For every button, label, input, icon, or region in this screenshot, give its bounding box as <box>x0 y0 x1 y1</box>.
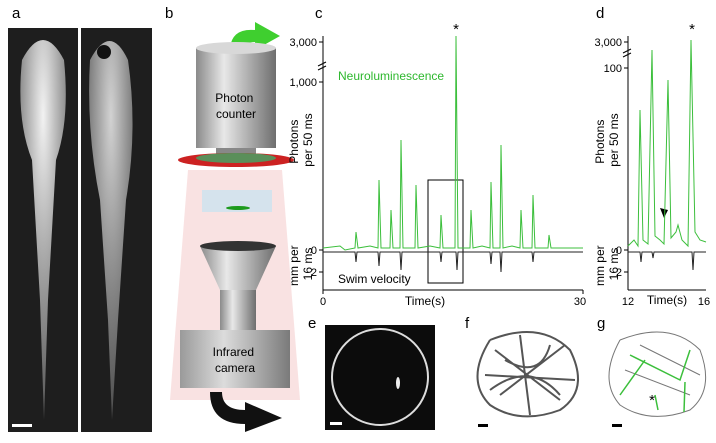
photon-counter <box>196 48 276 148</box>
label-line: mm per <box>287 245 301 286</box>
fish-dorsal <box>20 40 66 420</box>
asterisk: * <box>453 21 459 38</box>
funnel-top <box>200 241 276 251</box>
x-tick-label: 16 <box>698 296 710 308</box>
label-line: 16 ms <box>301 248 315 281</box>
y-tick-label: 0 <box>616 245 622 257</box>
luminescent-paths <box>619 349 691 413</box>
scale-bar <box>478 424 488 427</box>
fish-lateral <box>89 41 133 420</box>
label-line: counter <box>216 107 256 121</box>
panel-label: f <box>465 315 470 332</box>
label-line: Photons <box>287 120 301 164</box>
arrowhead <box>660 208 668 218</box>
water-chamber <box>202 190 272 212</box>
zoom-box <box>427 179 464 284</box>
y-axis-label: mm per 16 ms <box>287 242 315 286</box>
well-edge <box>331 328 429 426</box>
photon-counter-top <box>196 42 276 54</box>
y-axis-label: Photons per 50 ms <box>593 113 621 166</box>
label-line: Photons <box>593 120 607 164</box>
label-line: 16 ms <box>607 248 621 281</box>
camera <box>180 330 290 388</box>
y-axis-label: Photons per 50 ms <box>287 113 315 166</box>
panel-label: d <box>596 5 604 22</box>
x-tick-label: 12 <box>622 296 634 308</box>
panel-label: g <box>597 315 605 332</box>
lens <box>216 148 256 156</box>
fish <box>396 377 400 389</box>
funnel <box>200 246 276 290</box>
panel-label: a <box>12 5 21 22</box>
panel-label: c <box>315 5 323 22</box>
label-line: mm per <box>593 245 607 286</box>
panel-label: b <box>165 5 173 22</box>
scale-bar <box>612 424 622 427</box>
y-tick-label: 3,000 <box>289 37 317 49</box>
legend-neuroluminescence: Neuroluminescence <box>338 69 444 83</box>
swim-trace <box>323 251 583 273</box>
swim-paths <box>608 331 707 417</box>
x-axis-label: Time(s) <box>405 294 445 308</box>
swim-trace <box>628 251 706 271</box>
y-tick-label: 0 <box>311 245 317 257</box>
dish <box>196 153 276 163</box>
scale-bar <box>12 424 32 427</box>
y-axis-label: mm per 16 ms <box>593 242 621 286</box>
asterisk: * <box>689 21 695 38</box>
axis-break <box>622 48 632 58</box>
fish-eye <box>97 45 111 59</box>
label-line: per 50 ms <box>301 113 315 166</box>
panel-label: e <box>308 315 316 332</box>
video-arrow <box>210 392 282 432</box>
swim-paths <box>476 331 579 418</box>
label-line: per 50 ms <box>607 113 621 166</box>
fish <box>226 206 250 210</box>
y-tick-label: 3,000 <box>594 37 622 49</box>
y-tick-label: 100 <box>604 63 622 75</box>
axis-break <box>317 61 327 71</box>
x-axis-label: Time(s) <box>647 293 687 307</box>
label-line: Infrared <box>213 345 254 359</box>
label-line: camera <box>215 361 255 375</box>
scale-bar <box>330 422 342 425</box>
y-tick-label: 2 <box>616 267 622 279</box>
legend-swim-velocity: Swim velocity <box>338 272 411 286</box>
label-line: Photon <box>215 91 253 105</box>
x-tick-label: 0 <box>320 296 326 308</box>
y-tick-label: 2 <box>311 267 317 279</box>
camera-lens <box>220 290 256 330</box>
photon-trace <box>627 39 707 248</box>
camera-label: Infrared camera <box>213 345 258 375</box>
photon-trace <box>322 35 583 251</box>
y-tick-label: 1,000 <box>289 77 317 89</box>
x-tick-label: 30 <box>574 296 586 308</box>
photon-counter-label: Photon counter <box>215 91 256 121</box>
camera-frame <box>325 325 435 430</box>
asterisk: * <box>649 392 655 409</box>
